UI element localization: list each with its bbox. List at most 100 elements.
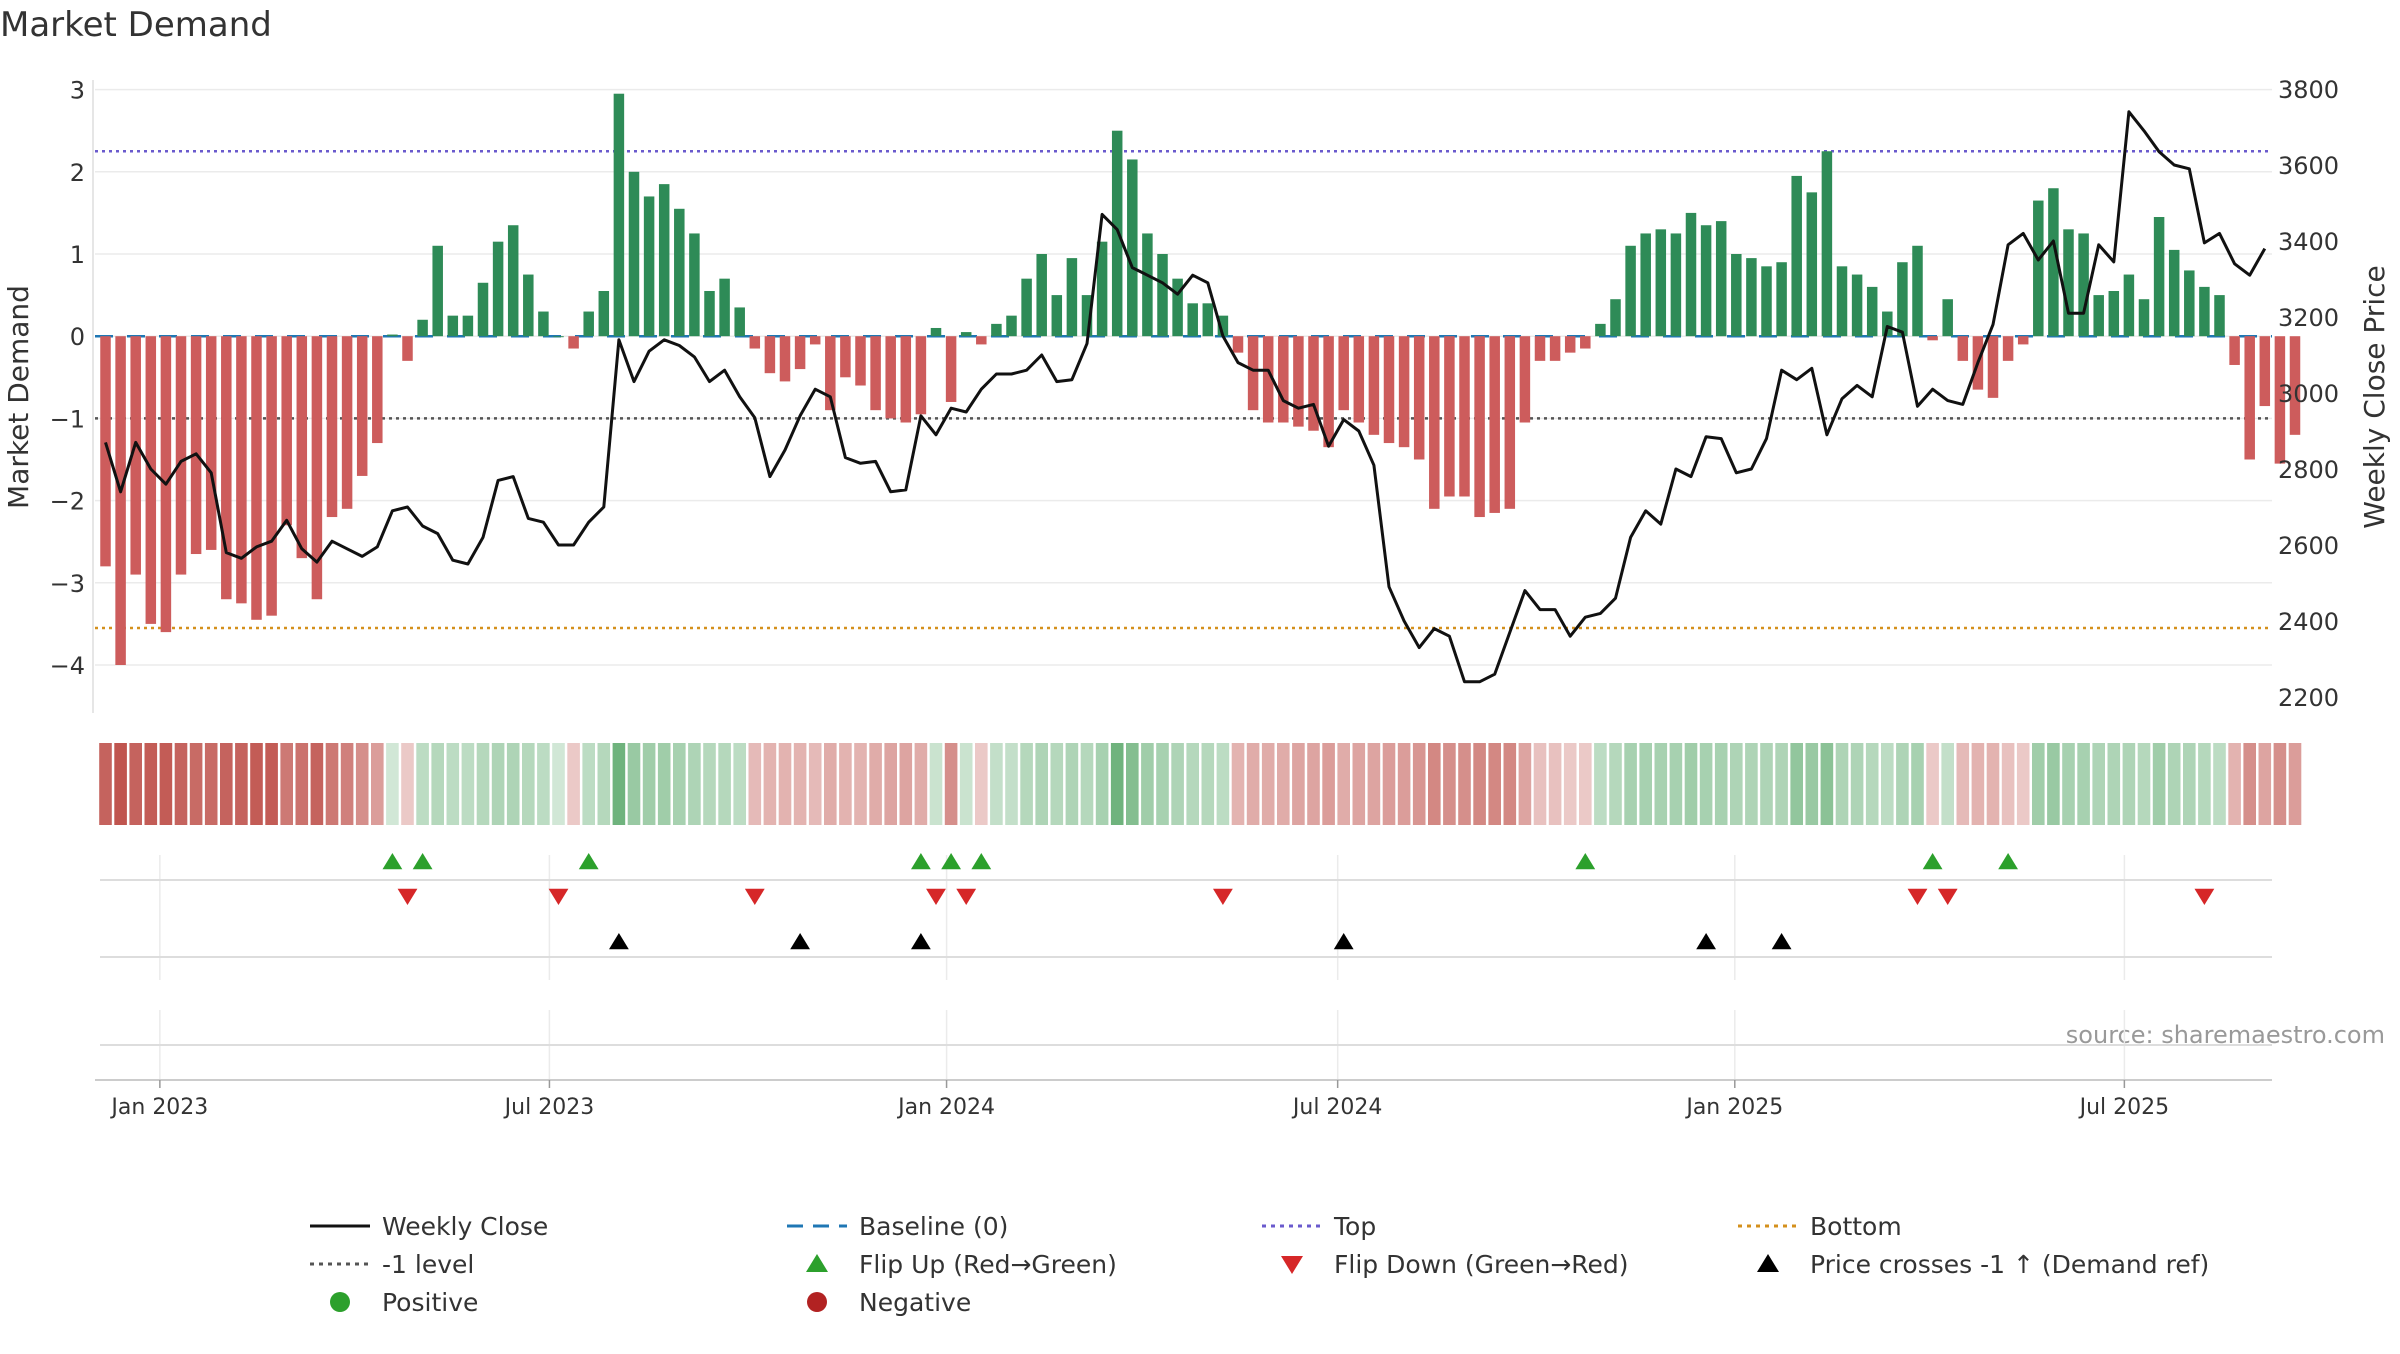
strip-cell xyxy=(129,743,142,825)
legend-item-bottom: Bottom xyxy=(1738,1212,1902,1241)
strip-cell xyxy=(1246,743,1260,825)
price-cross-marker xyxy=(790,933,810,950)
strip-cell xyxy=(929,743,943,825)
demand-bar-negative xyxy=(1534,336,1546,361)
demand-bar-positive xyxy=(447,315,459,337)
strip-cell xyxy=(1835,743,1849,825)
demand-bar-positive xyxy=(2048,188,2059,337)
strip-cell xyxy=(884,743,897,825)
demand-bar-positive xyxy=(1595,323,1606,337)
legend-swatch xyxy=(330,1292,350,1312)
y-tick-label-left: −1 xyxy=(50,405,85,433)
legend-label: Flip Up (Red→Green) xyxy=(859,1250,1117,1279)
strip-cell xyxy=(1594,743,1607,825)
demand-bar-positive xyxy=(1187,303,1198,337)
strip-cell xyxy=(1458,743,1471,825)
strip-cell xyxy=(340,743,354,825)
y-tick-label-left: 0 xyxy=(70,323,85,351)
strip-cell xyxy=(2273,743,2287,825)
grid-layer xyxy=(95,88,2272,1080)
demand-bar-positive xyxy=(1746,258,1757,337)
demand-bar-positive xyxy=(2168,249,2180,337)
demand-bar-negative xyxy=(2002,336,2014,361)
demand-bar-positive xyxy=(1127,159,1138,337)
demand-bar-negative xyxy=(1278,336,1289,423)
demand-bar-negative xyxy=(1308,336,1319,431)
legend-swatch xyxy=(1757,1254,1779,1272)
demand-bar-negative xyxy=(251,336,262,620)
demand-bar-negative xyxy=(236,336,247,604)
strip-cell xyxy=(386,743,399,825)
demand-bar-positive xyxy=(643,196,655,337)
strip-cell xyxy=(1911,743,1924,825)
strip-cell xyxy=(1805,743,1819,825)
demand-bar-positive xyxy=(2093,295,2104,337)
flip-down-marker xyxy=(397,888,418,905)
strip-cell xyxy=(552,743,565,825)
legend-item-price_cross: Price crosses -1 ↑ (Demand ref) xyxy=(1757,1250,2209,1279)
demand-bar-negative xyxy=(296,336,308,559)
demand-bar-negative xyxy=(115,336,126,665)
flip-up-marker xyxy=(578,853,599,870)
demand-bar-negative xyxy=(1580,336,1591,349)
x-axis: Jan 2023 Jul 2023 Jan 2024 Jul 2024 Jan 2025… xyxy=(95,1079,2272,1120)
reference-lines xyxy=(95,150,2272,630)
demand-bar-negative xyxy=(825,336,836,411)
strip-cell xyxy=(914,743,928,825)
strip-cell xyxy=(1699,743,1713,825)
strip-cell xyxy=(159,743,173,825)
legend-item-top: Top xyxy=(1262,1212,1376,1241)
strip-cell xyxy=(597,743,611,825)
demand-bar-negative xyxy=(1368,336,1380,435)
strip-cell xyxy=(718,743,731,825)
strip-cell xyxy=(2183,743,2196,825)
demand-bar-negative xyxy=(1262,336,1274,423)
flip-down-marker xyxy=(744,888,765,905)
strip-cell xyxy=(114,743,127,825)
price-cross-marker xyxy=(1771,933,1792,950)
demand-bar-negative xyxy=(311,336,323,600)
flip-up-marker xyxy=(1575,853,1596,870)
flip-down-marker xyxy=(1213,888,1233,905)
strip-cell xyxy=(657,743,671,825)
demand-bar-positive xyxy=(674,208,685,337)
strip-cell xyxy=(250,743,263,825)
demand-bar-positive xyxy=(1157,254,1168,337)
strip-cell xyxy=(1775,743,1788,825)
legend-item-minus_one: -1 level xyxy=(310,1250,474,1279)
strip-cell xyxy=(1503,743,1517,825)
demand-bar-positive xyxy=(507,225,519,337)
y-tick-label-right: 3600 xyxy=(2278,152,2339,180)
demand-bar-negative xyxy=(855,336,866,386)
demand-bar-negative xyxy=(1232,336,1244,353)
demand-bar-negative xyxy=(1353,336,1365,423)
demand-bar-positive xyxy=(553,336,564,338)
x-tick-label: Jan 2024 xyxy=(896,1095,995,1120)
strip-cell xyxy=(1397,743,1411,825)
demand-bar-negative xyxy=(794,336,806,370)
demand-bar-positive xyxy=(1685,212,1697,337)
flip-up-marker xyxy=(941,853,961,870)
strip-cell xyxy=(1201,743,1215,825)
strip-cell xyxy=(1428,743,1441,825)
strip-cell xyxy=(1443,743,1456,825)
demand-bar-negative xyxy=(749,336,761,349)
strip-cell xyxy=(2198,743,2211,825)
demand-bar-positive xyxy=(658,184,670,337)
demand-bar-negative xyxy=(281,336,292,526)
y-tick-label-left: −2 xyxy=(50,488,85,516)
demand-bar-positive xyxy=(2078,233,2089,337)
legend-label: Top xyxy=(1333,1212,1376,1241)
y-tick-label-right: 3800 xyxy=(2278,76,2339,104)
legend-label: Price crosses -1 ↑ (Demand ref) xyxy=(1810,1250,2209,1279)
strip-cell xyxy=(1714,743,1728,825)
strip-cell xyxy=(1956,743,1970,825)
legend-item-negative: Negative xyxy=(807,1288,971,1317)
strip-cell xyxy=(295,743,309,825)
demand-bar-negative xyxy=(1474,336,1485,518)
demand-bar-positive xyxy=(598,290,610,337)
strip-cell xyxy=(1065,743,1079,825)
strip-cell xyxy=(688,743,701,825)
strip-cell xyxy=(1533,743,1547,825)
demand-bar-positive xyxy=(1897,262,1908,337)
